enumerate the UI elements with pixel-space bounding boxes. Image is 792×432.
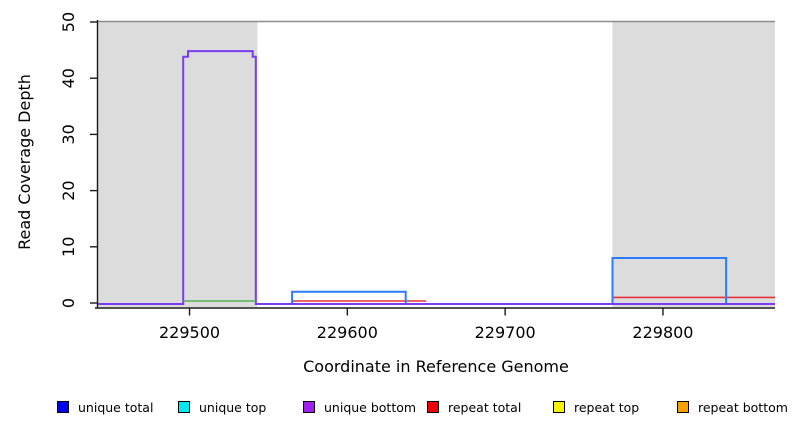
legend-label: unique total (78, 399, 154, 415)
unique-total-swatch-icon (57, 401, 69, 413)
unique-top-swatch-icon (178, 401, 190, 413)
legend-item-repeat-bottom: repeat bottom (677, 397, 788, 417)
series-unique-bottom (98, 50, 775, 305)
legend-label: unique top (199, 399, 267, 415)
shaded-region-right (612, 21, 775, 307)
legend-label: repeat bottom (698, 399, 788, 415)
legend-item-repeat-top: repeat top (553, 397, 639, 417)
unique-bottom-swatch-icon (303, 401, 315, 413)
x-tick-label: 229800 (632, 323, 693, 342)
series-unique-total-block-1 (291, 290, 407, 303)
legend-label: repeat top (574, 399, 640, 415)
legend-item-unique-top: unique top (178, 397, 266, 417)
series-unique-total-block-2 (611, 257, 728, 303)
repeat-top-swatch-icon (553, 401, 565, 413)
x-axis-title: Coordinate in Reference Genome (303, 357, 569, 376)
repeat-bottom-swatch-icon (677, 401, 689, 413)
legend-label: repeat total (448, 399, 522, 415)
y-tick-label: 30 (59, 124, 78, 144)
y-tick-label: 10 (59, 237, 78, 257)
y-tick-label: 0 (59, 298, 78, 308)
axes-and-ticks: 229500 229600 229700 229800 0 10 20 30 40 50 (59, 12, 775, 342)
legend-item-unique-total: unique total (57, 397, 153, 417)
legend-label: unique bottom (324, 399, 417, 415)
x-tick-label: 229600 (317, 323, 378, 342)
y-axis-title: Read Coverage Depth (15, 74, 34, 250)
shaded-regions (98, 21, 775, 307)
y-tick-label: 40 (59, 68, 78, 88)
repeat-total-swatch-icon (427, 401, 439, 413)
x-tick-label: 229500 (159, 323, 220, 342)
chart-legend: unique total unique top unique bottom re… (0, 397, 792, 423)
coverage-series-lines (98, 50, 775, 305)
x-tick-label: 229700 (475, 323, 536, 342)
legend-item-unique-bottom: unique bottom (303, 397, 416, 417)
y-tick-label: 20 (59, 180, 78, 200)
legend-item-repeat-total: repeat total (427, 397, 521, 417)
shaded-region-left (98, 21, 258, 307)
y-tick-label: 50 (59, 12, 78, 32)
